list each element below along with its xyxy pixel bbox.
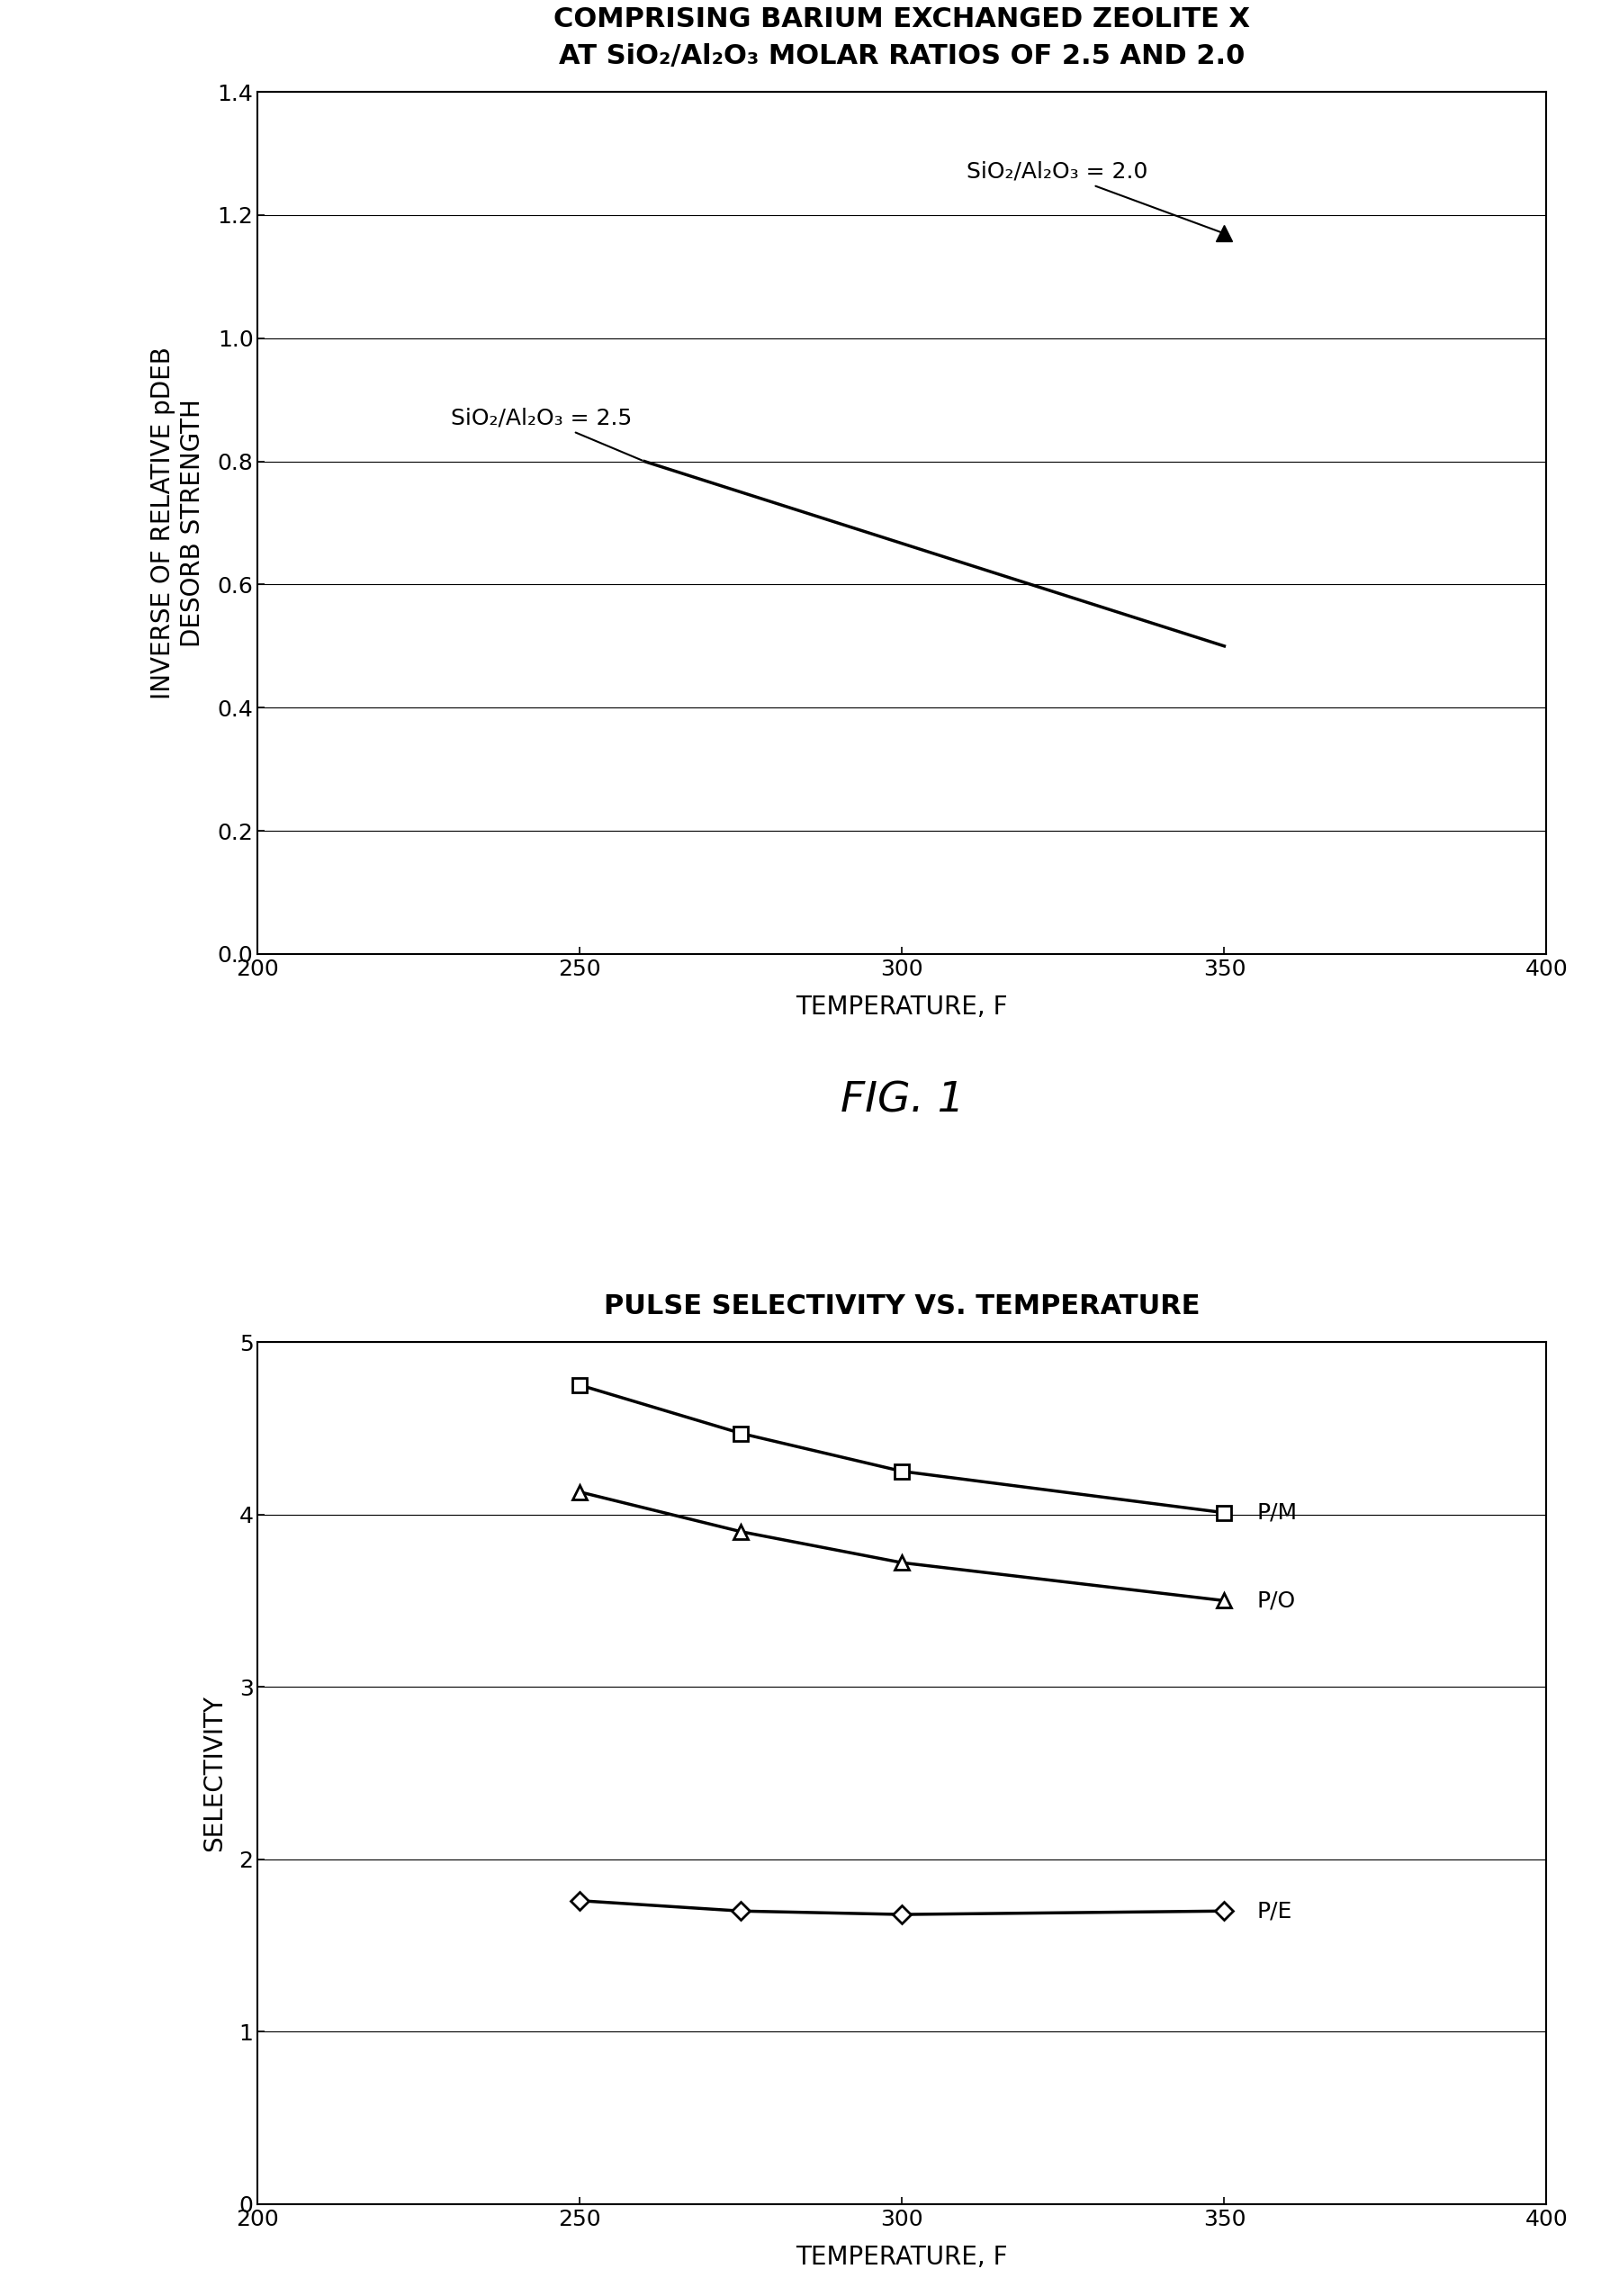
Title: COMPARISON OF DESORBENT STRENGTH FOR ADSORBENTS
COMPRISING BARIUM EXCHANGED ZEOL: COMPARISON OF DESORBENT STRENGTH FOR ADS… — [441, 0, 1362, 69]
Title: PULSE SELECTIVITY VS. TEMPERATURE: PULSE SELECTIVITY VS. TEMPERATURE — [604, 1293, 1199, 1320]
X-axis label: TEMPERATURE, F: TEMPERATURE, F — [795, 994, 1008, 1019]
Text: P/E: P/E — [1256, 1901, 1291, 1922]
Text: P/O: P/O — [1256, 1589, 1294, 1612]
Text: SiO₂/Al₂O₃ = 2.5: SiO₂/Al₂O₃ = 2.5 — [451, 406, 642, 461]
Text: P/M: P/M — [1256, 1502, 1296, 1525]
X-axis label: TEMPERATURE, F: TEMPERATURE, F — [795, 2245, 1008, 2271]
Text: FIG. 1: FIG. 1 — [840, 1081, 963, 1120]
Y-axis label: INVERSE OF RELATIVE pDEB
DESORB STRENGTH: INVERSE OF RELATIVE pDEB DESORB STRENGTH — [151, 347, 204, 700]
Text: SiO₂/Al₂O₃ = 2.0: SiO₂/Al₂O₃ = 2.0 — [966, 161, 1222, 232]
Y-axis label: SELECTIVITY: SELECTIVITY — [201, 1694, 227, 1851]
